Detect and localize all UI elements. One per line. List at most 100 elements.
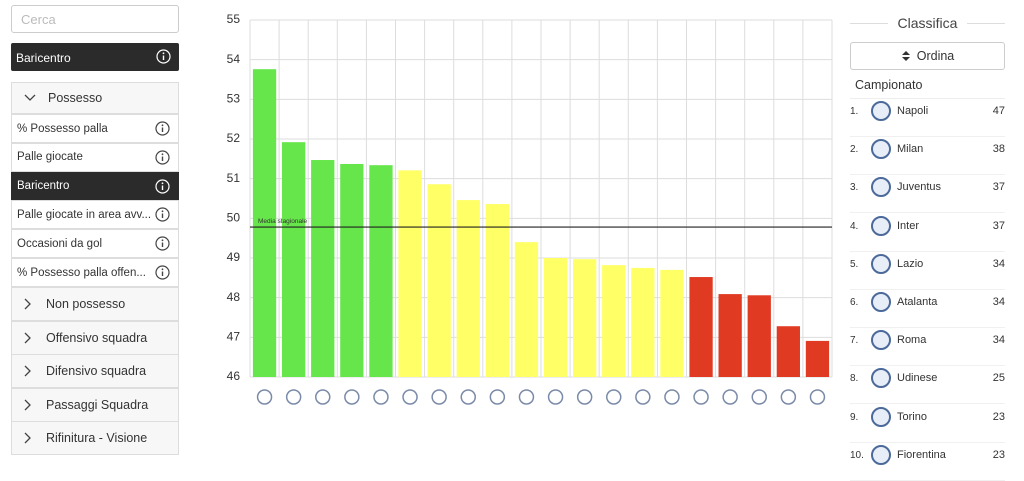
group-header[interactable]: Difensivo squadra (11, 354, 179, 389)
chevron (24, 432, 31, 444)
points: 25 (992, 372, 1005, 385)
team-name: Lazio (897, 257, 924, 270)
info-icon[interactable] (155, 178, 170, 194)
bar (485, 204, 509, 377)
group-label: Difensivo squadra (46, 364, 147, 379)
info-icon[interactable] (155, 150, 170, 165)
menu-item[interactable]: % Possesso palla (11, 114, 179, 143)
team-logo (256, 389, 273, 405)
sort-button[interactable]: Ordina (850, 42, 1005, 70)
menu-item-label: % Possesso palla offen... (17, 266, 146, 279)
points: 34 (992, 296, 1005, 308)
ranking-row: 10. Fiorentina 23 (850, 443, 1005, 481)
y-tick-label: 49 (227, 250, 241, 264)
team-logo (871, 215, 891, 236)
selected-metric[interactable]: Baricentro (11, 43, 179, 71)
team-name: Milan (897, 143, 924, 156)
bar (689, 277, 713, 377)
ranking-row: 2. Milan 38 (850, 137, 1005, 176)
y-tick-label: 53 (227, 92, 241, 106)
group-label: Possesso (48, 91, 103, 105)
rank: 6. (850, 297, 859, 308)
bar (514, 242, 539, 377)
search-input[interactable]: Cerca (11, 5, 179, 33)
team-name: Torino (897, 410, 927, 423)
rank: 4. (850, 220, 859, 232)
menu-item[interactable]: % Possesso palla offen... (11, 258, 179, 287)
info-icon[interactable] (156, 49, 171, 64)
rank: 5. (850, 258, 859, 270)
group-label: Rifinitura - Visione (46, 431, 148, 446)
team-logo (693, 389, 709, 405)
team-logo (871, 139, 891, 160)
group-header[interactable]: Rifinitura - Visione (11, 421, 179, 456)
group-header[interactable]: Passaggi Squadra (11, 387, 179, 422)
chart: 46 47 48 49 50 51 52 53 54 55 Media stagionale (227, 12, 833, 405)
team-logo (344, 389, 360, 405)
sort-icon (901, 51, 910, 61)
y-tick-label: 52 (227, 131, 241, 145)
y-tick-label: 47 (227, 330, 241, 344)
team-name: Napoli (897, 105, 929, 117)
info-icon[interactable] (155, 121, 170, 136)
team-logo (431, 389, 447, 405)
team-logo (285, 389, 302, 405)
menu-item[interactable]: Baricentro (11, 171, 179, 201)
team-logo (871, 101, 891, 121)
menu-item[interactable]: Palle giocate (11, 142, 179, 172)
bar (282, 142, 306, 377)
team-logo (518, 389, 535, 405)
bar (631, 267, 655, 377)
ranking-row: 1. Napoli 47 (850, 99, 1005, 137)
ranking-subtitle: Campionato (855, 78, 923, 92)
bar (776, 326, 800, 377)
team-logo (871, 177, 891, 198)
rank: 7. (850, 335, 859, 347)
rank: 10. (850, 449, 864, 461)
team-logo (489, 389, 506, 405)
bar (805, 340, 830, 377)
team-logo (576, 389, 593, 405)
ranking-row: 9. Torino 23 (850, 405, 1005, 443)
chevron (24, 332, 31, 344)
points: 37 (992, 219, 1005, 232)
team-name: Juventus (897, 181, 942, 194)
team-logo (809, 389, 826, 405)
y-tick-label: 54 (227, 52, 241, 66)
bar (398, 170, 422, 377)
ranking-row: 4. Inter 37 (850, 214, 1005, 252)
points: 34 (992, 257, 1005, 270)
team-logo (315, 389, 331, 405)
team-logo (664, 389, 680, 405)
group-header[interactable]: Non possesso (11, 287, 179, 321)
rank: 9. (850, 411, 859, 423)
team-logo (871, 292, 891, 312)
team-name: Inter (897, 219, 920, 232)
team-logo (402, 389, 418, 405)
team-name: Roma (897, 334, 927, 347)
y-tick-label: 48 (227, 290, 241, 304)
info-icon[interactable] (155, 207, 170, 222)
menu-item[interactable]: Occasioni da gol (11, 229, 179, 259)
bar (456, 200, 480, 377)
team-logo (460, 389, 476, 405)
ranking-row: 5. Lazio 34 (850, 252, 1005, 290)
menu-item[interactable]: Palle giocate in area avv... (11, 200, 179, 230)
menu-item-label: Palle giocate (17, 151, 83, 164)
group-header[interactable]: Possesso (11, 82, 179, 114)
y-tick-label: 51 (227, 171, 241, 185)
team-logo (871, 406, 891, 427)
info-icon[interactable] (155, 265, 170, 280)
menu-item-label: Palle giocate in area avv... (17, 208, 152, 221)
bar (543, 258, 568, 377)
chevron (24, 298, 31, 310)
rank: 2. (850, 144, 859, 156)
team-logo (606, 389, 622, 405)
sort-label: Ordina (916, 49, 955, 63)
team-logo (871, 330, 891, 351)
points: 47 (992, 105, 1005, 117)
info-icon[interactable] (155, 236, 170, 251)
bar (369, 165, 393, 377)
group-header[interactable]: Offensivo squadra (11, 320, 179, 355)
